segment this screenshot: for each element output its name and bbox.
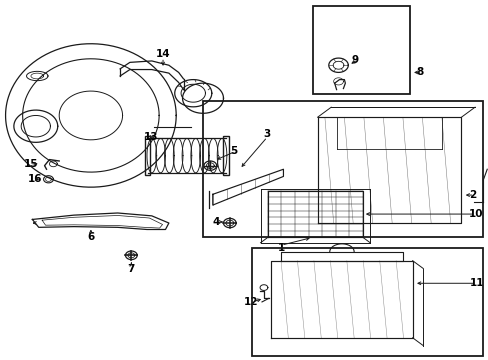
Text: 14: 14: [155, 49, 170, 59]
Bar: [144, 136, 150, 175]
Text: 4: 4: [212, 217, 220, 227]
Bar: [312, 6, 409, 94]
Text: 5: 5: [229, 146, 237, 156]
Text: 16: 16: [27, 174, 42, 184]
Text: 9: 9: [351, 55, 358, 65]
Text: 2: 2: [468, 190, 475, 200]
Bar: [203, 101, 482, 237]
Bar: [251, 248, 482, 356]
Text: 15: 15: [24, 159, 39, 169]
Text: 10: 10: [468, 209, 482, 219]
Text: 13: 13: [144, 132, 158, 142]
Text: 6: 6: [87, 232, 94, 242]
Text: 7: 7: [127, 264, 135, 274]
Text: 1: 1: [277, 243, 284, 253]
Text: 11: 11: [468, 278, 483, 288]
Text: 12: 12: [243, 297, 258, 307]
Text: 8: 8: [415, 67, 423, 77]
Bar: [223, 136, 229, 175]
Text: 3: 3: [263, 129, 270, 139]
